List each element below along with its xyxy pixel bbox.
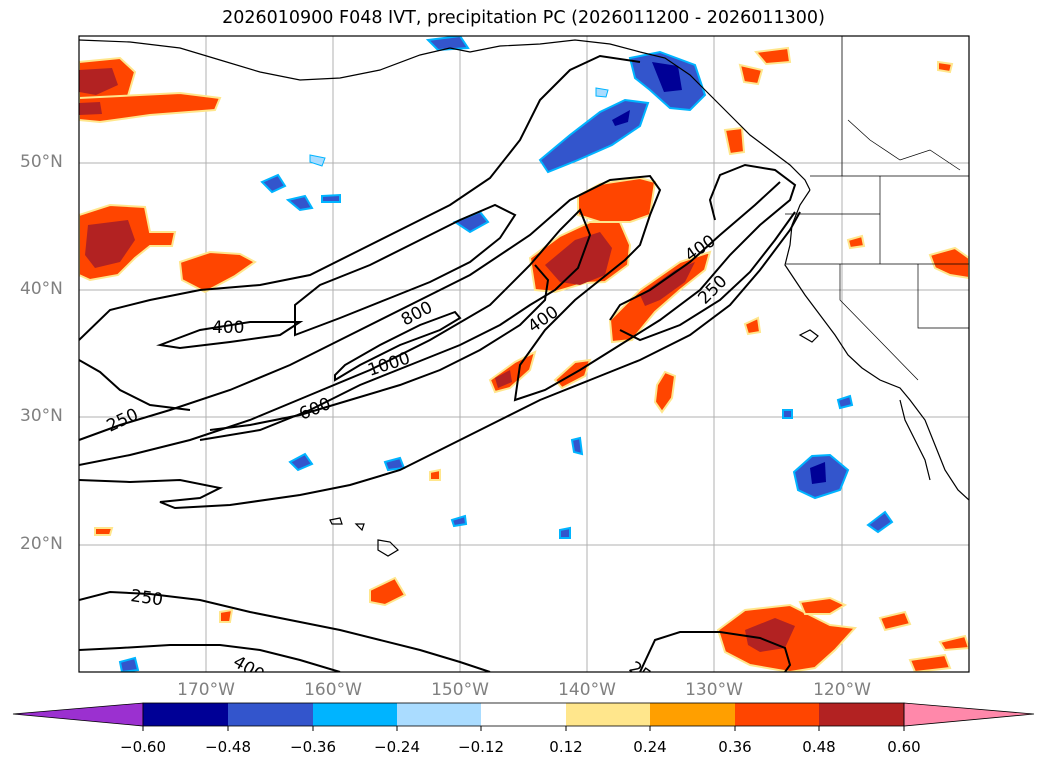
precip-negative-patches (118, 36, 894, 672)
lon-label-120w: 120°W (813, 680, 871, 700)
lon-label-140w: 140°W (558, 680, 616, 700)
colorbar-tick-label: 0.12 (549, 738, 583, 756)
colorbar-extend-high (903, 702, 1035, 727)
lon-label-170w: 170°W (177, 680, 235, 700)
lat-label-50n: 50°N (20, 152, 63, 172)
map-title: 2026010900 F048 IVT, precipitation PC (2… (222, 8, 825, 28)
colorbar-segment (397, 703, 481, 726)
colorbar-tick-label: −0.12 (458, 738, 504, 756)
contour-label: 250 (129, 586, 164, 610)
colorbar-tick-label: 0.48 (802, 738, 836, 756)
map-border (78, 35, 970, 673)
colorbar-segment (566, 703, 650, 726)
lon-label-160w: 160°W (304, 680, 362, 700)
colorbar-segment (650, 703, 735, 726)
lon-label-150w: 150°W (431, 680, 489, 700)
colorbar-segment (228, 703, 313, 726)
coastlines (79, 39, 969, 557)
colorbar-tick-label: −0.36 (290, 738, 336, 756)
colorbar-tick-label: 0.60 (887, 738, 921, 756)
colorbar-segment (481, 703, 566, 726)
lat-label-20n: 20°N (20, 534, 63, 554)
colorbar-segment (735, 703, 819, 726)
contour-label: 400 (212, 318, 244, 338)
colorbar-tick-label: −0.24 (374, 738, 420, 756)
map-plot-area: 250 400 600 800 1000 400 400 250 250 400… (79, 36, 969, 672)
precip-positive-patches (79, 46, 969, 672)
colorbar-tick-label: 0.36 (718, 738, 752, 756)
ivt-contours (79, 54, 801, 672)
colorbar-tick-label: 0.24 (633, 738, 667, 756)
land-borders (785, 36, 969, 381)
colorbar-tick-label: −0.48 (205, 738, 251, 756)
colorbar-segment (819, 703, 904, 726)
lon-label-130w: 130°W (685, 680, 743, 700)
lat-label-40n: 40°N (20, 279, 63, 299)
colorbar (12, 702, 1035, 731)
colorbar-tick-label: −0.60 (120, 738, 166, 756)
colorbar-extend-low (12, 702, 144, 727)
colorbar-segment (313, 703, 397, 726)
colorbar-segment (143, 703, 228, 726)
lat-label-30n: 30°N (20, 406, 63, 426)
